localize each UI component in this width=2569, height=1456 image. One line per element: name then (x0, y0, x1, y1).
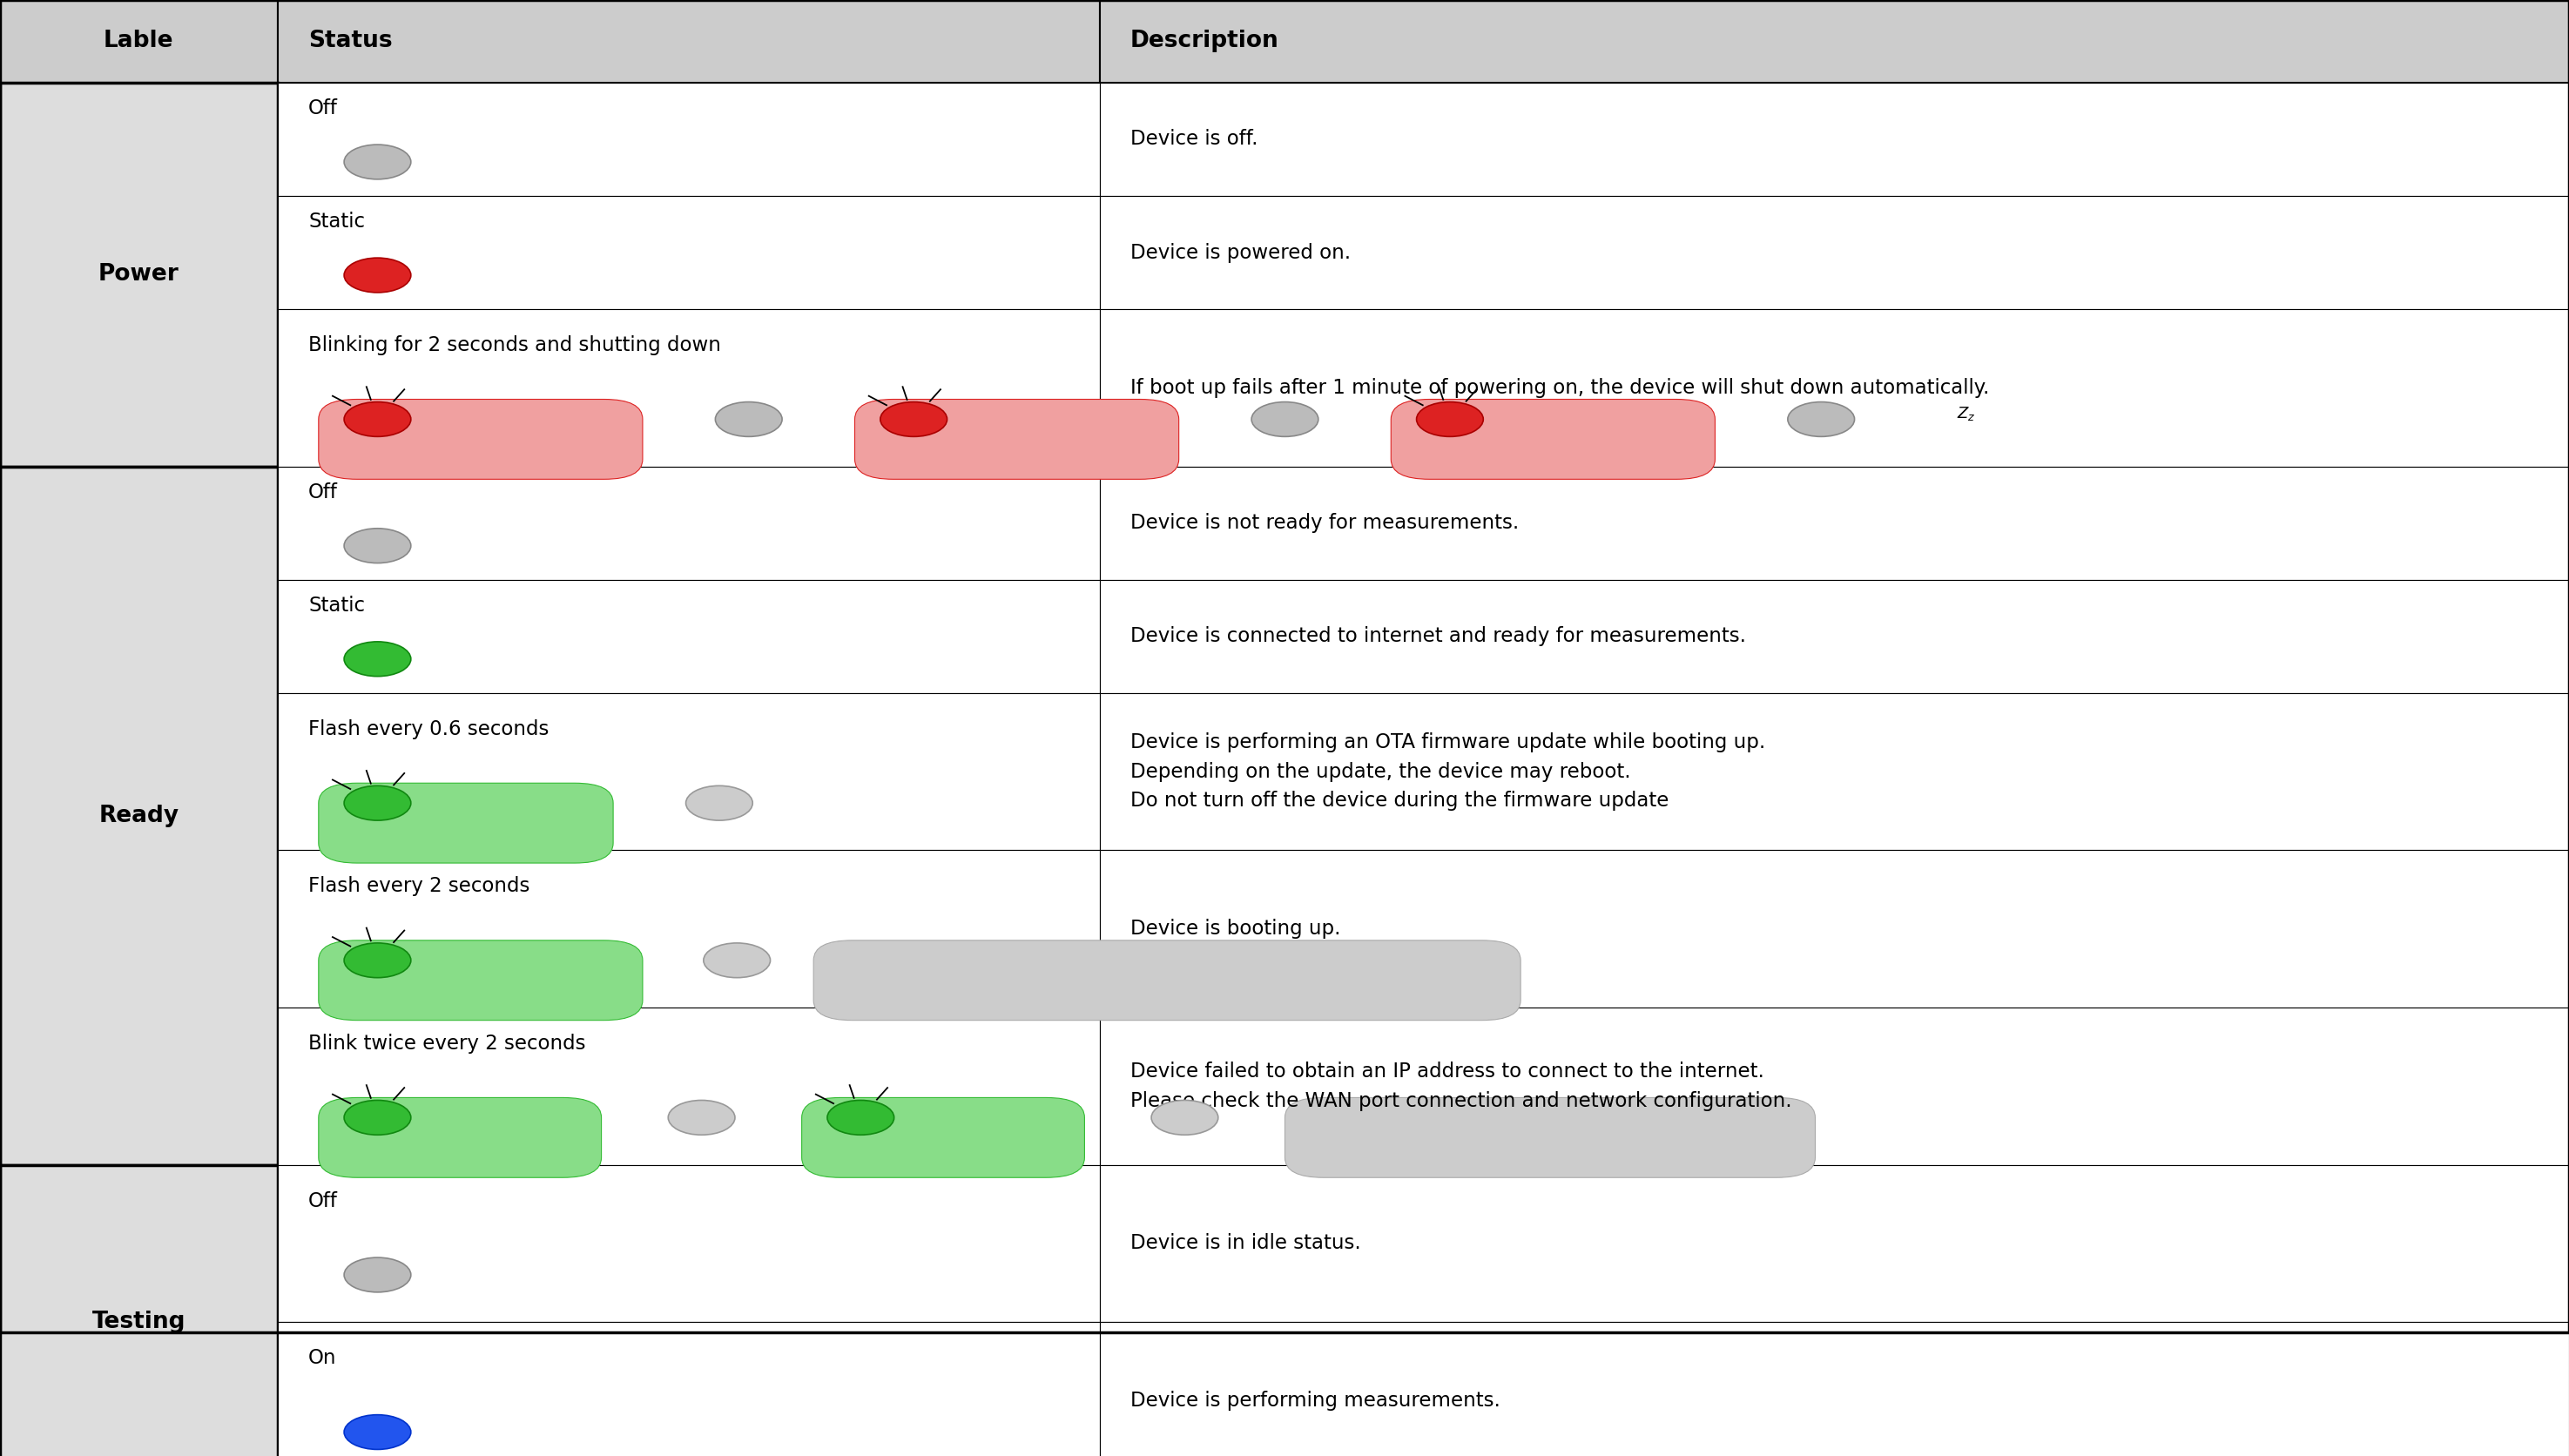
FancyBboxPatch shape (802, 1098, 1084, 1178)
Bar (1100, 466, 2569, 579)
FancyBboxPatch shape (855, 399, 1179, 479)
Text: Blink twice every 2 seconds: Blink twice every 2 seconds (308, 1034, 586, 1054)
Bar (0, 466, 277, 1165)
Text: Device is connected to internet and ready for measurements.: Device is connected to internet and read… (1130, 626, 1747, 646)
Circle shape (344, 402, 411, 437)
Text: Device is performing measurements.: Device is performing measurements. (1130, 1390, 1500, 1411)
Text: Device is powered on.: Device is powered on. (1130, 243, 1351, 262)
Text: Ready: Ready (98, 804, 180, 827)
Bar (277, 1008, 1100, 1165)
Circle shape (344, 258, 411, 293)
Circle shape (344, 642, 411, 677)
Text: Testing: Testing (92, 1310, 185, 1334)
Bar (1100, 83, 2569, 197)
Bar (1100, 0, 2569, 83)
Circle shape (1416, 402, 1482, 437)
Text: Status: Status (308, 31, 393, 52)
Text: Device is performing an OTA firmware update while booting up.
Depending on the u: Device is performing an OTA firmware upd… (1130, 732, 1765, 811)
FancyBboxPatch shape (319, 1098, 601, 1178)
Circle shape (714, 402, 781, 437)
Bar (1100, 1322, 2569, 1456)
Circle shape (344, 786, 411, 820)
Bar (277, 83, 1100, 197)
Text: Flash every 2 seconds: Flash every 2 seconds (308, 877, 529, 897)
Text: If boot up fails after 1 minute of powering on, the device will shut down automa: If boot up fails after 1 minute of power… (1130, 377, 1988, 397)
Bar (1100, 309, 2569, 466)
Text: Flash every 0.6 seconds: Flash every 0.6 seconds (308, 719, 550, 740)
Circle shape (668, 1101, 735, 1134)
Circle shape (344, 1258, 411, 1291)
Bar (1100, 197, 2569, 309)
Text: Off: Off (308, 482, 337, 502)
Bar (0, 0, 277, 83)
Text: Off: Off (308, 1191, 337, 1211)
Circle shape (344, 144, 411, 179)
Text: Lable: Lable (103, 31, 175, 52)
Text: $Z_z$: $Z_z$ (1958, 405, 1976, 422)
Bar (277, 1322, 1100, 1456)
Circle shape (881, 402, 948, 437)
Circle shape (344, 1101, 411, 1134)
Text: Blinking for 2 seconds and shutting down: Blinking for 2 seconds and shutting down (308, 335, 722, 355)
Bar (0, 1165, 277, 1456)
Bar (277, 1165, 1100, 1322)
Text: Device is booting up.: Device is booting up. (1130, 919, 1341, 939)
Bar (277, 693, 1100, 850)
Bar (1100, 579, 2569, 693)
Bar (277, 309, 1100, 466)
Text: Device failed to obtain an IP address to connect to the internet.
Please check t: Device failed to obtain an IP address to… (1130, 1061, 1793, 1111)
FancyBboxPatch shape (1390, 399, 1716, 479)
Circle shape (686, 786, 753, 820)
Bar (277, 579, 1100, 693)
FancyBboxPatch shape (319, 941, 642, 1021)
Bar (0, 83, 277, 466)
FancyBboxPatch shape (319, 399, 642, 479)
Text: On: On (308, 1348, 337, 1369)
Bar (277, 466, 1100, 579)
Text: Device is not ready for measurements.: Device is not ready for measurements. (1130, 513, 1518, 533)
Bar (1100, 693, 2569, 850)
Text: Device is off.: Device is off. (1130, 130, 1259, 150)
Circle shape (1788, 402, 1855, 437)
FancyBboxPatch shape (814, 941, 1521, 1021)
Text: Off: Off (308, 99, 337, 119)
Bar (277, 850, 1100, 1008)
Circle shape (827, 1101, 894, 1134)
Text: Power: Power (98, 264, 180, 285)
FancyBboxPatch shape (319, 783, 614, 863)
FancyBboxPatch shape (1284, 1098, 1816, 1178)
Text: Static: Static (308, 213, 365, 232)
Circle shape (344, 943, 411, 977)
Text: Device is in idle status.: Device is in idle status. (1130, 1233, 1362, 1254)
Text: Description: Description (1130, 31, 1279, 52)
Bar (1100, 850, 2569, 1008)
Circle shape (1251, 402, 1318, 437)
Bar (1100, 1165, 2569, 1322)
Bar (277, 197, 1100, 309)
Bar (1100, 1008, 2569, 1165)
Circle shape (1151, 1101, 1218, 1134)
Text: Static: Static (308, 596, 365, 616)
Circle shape (344, 529, 411, 563)
Bar (277, 0, 1100, 83)
Circle shape (344, 1415, 411, 1449)
Circle shape (704, 943, 771, 977)
